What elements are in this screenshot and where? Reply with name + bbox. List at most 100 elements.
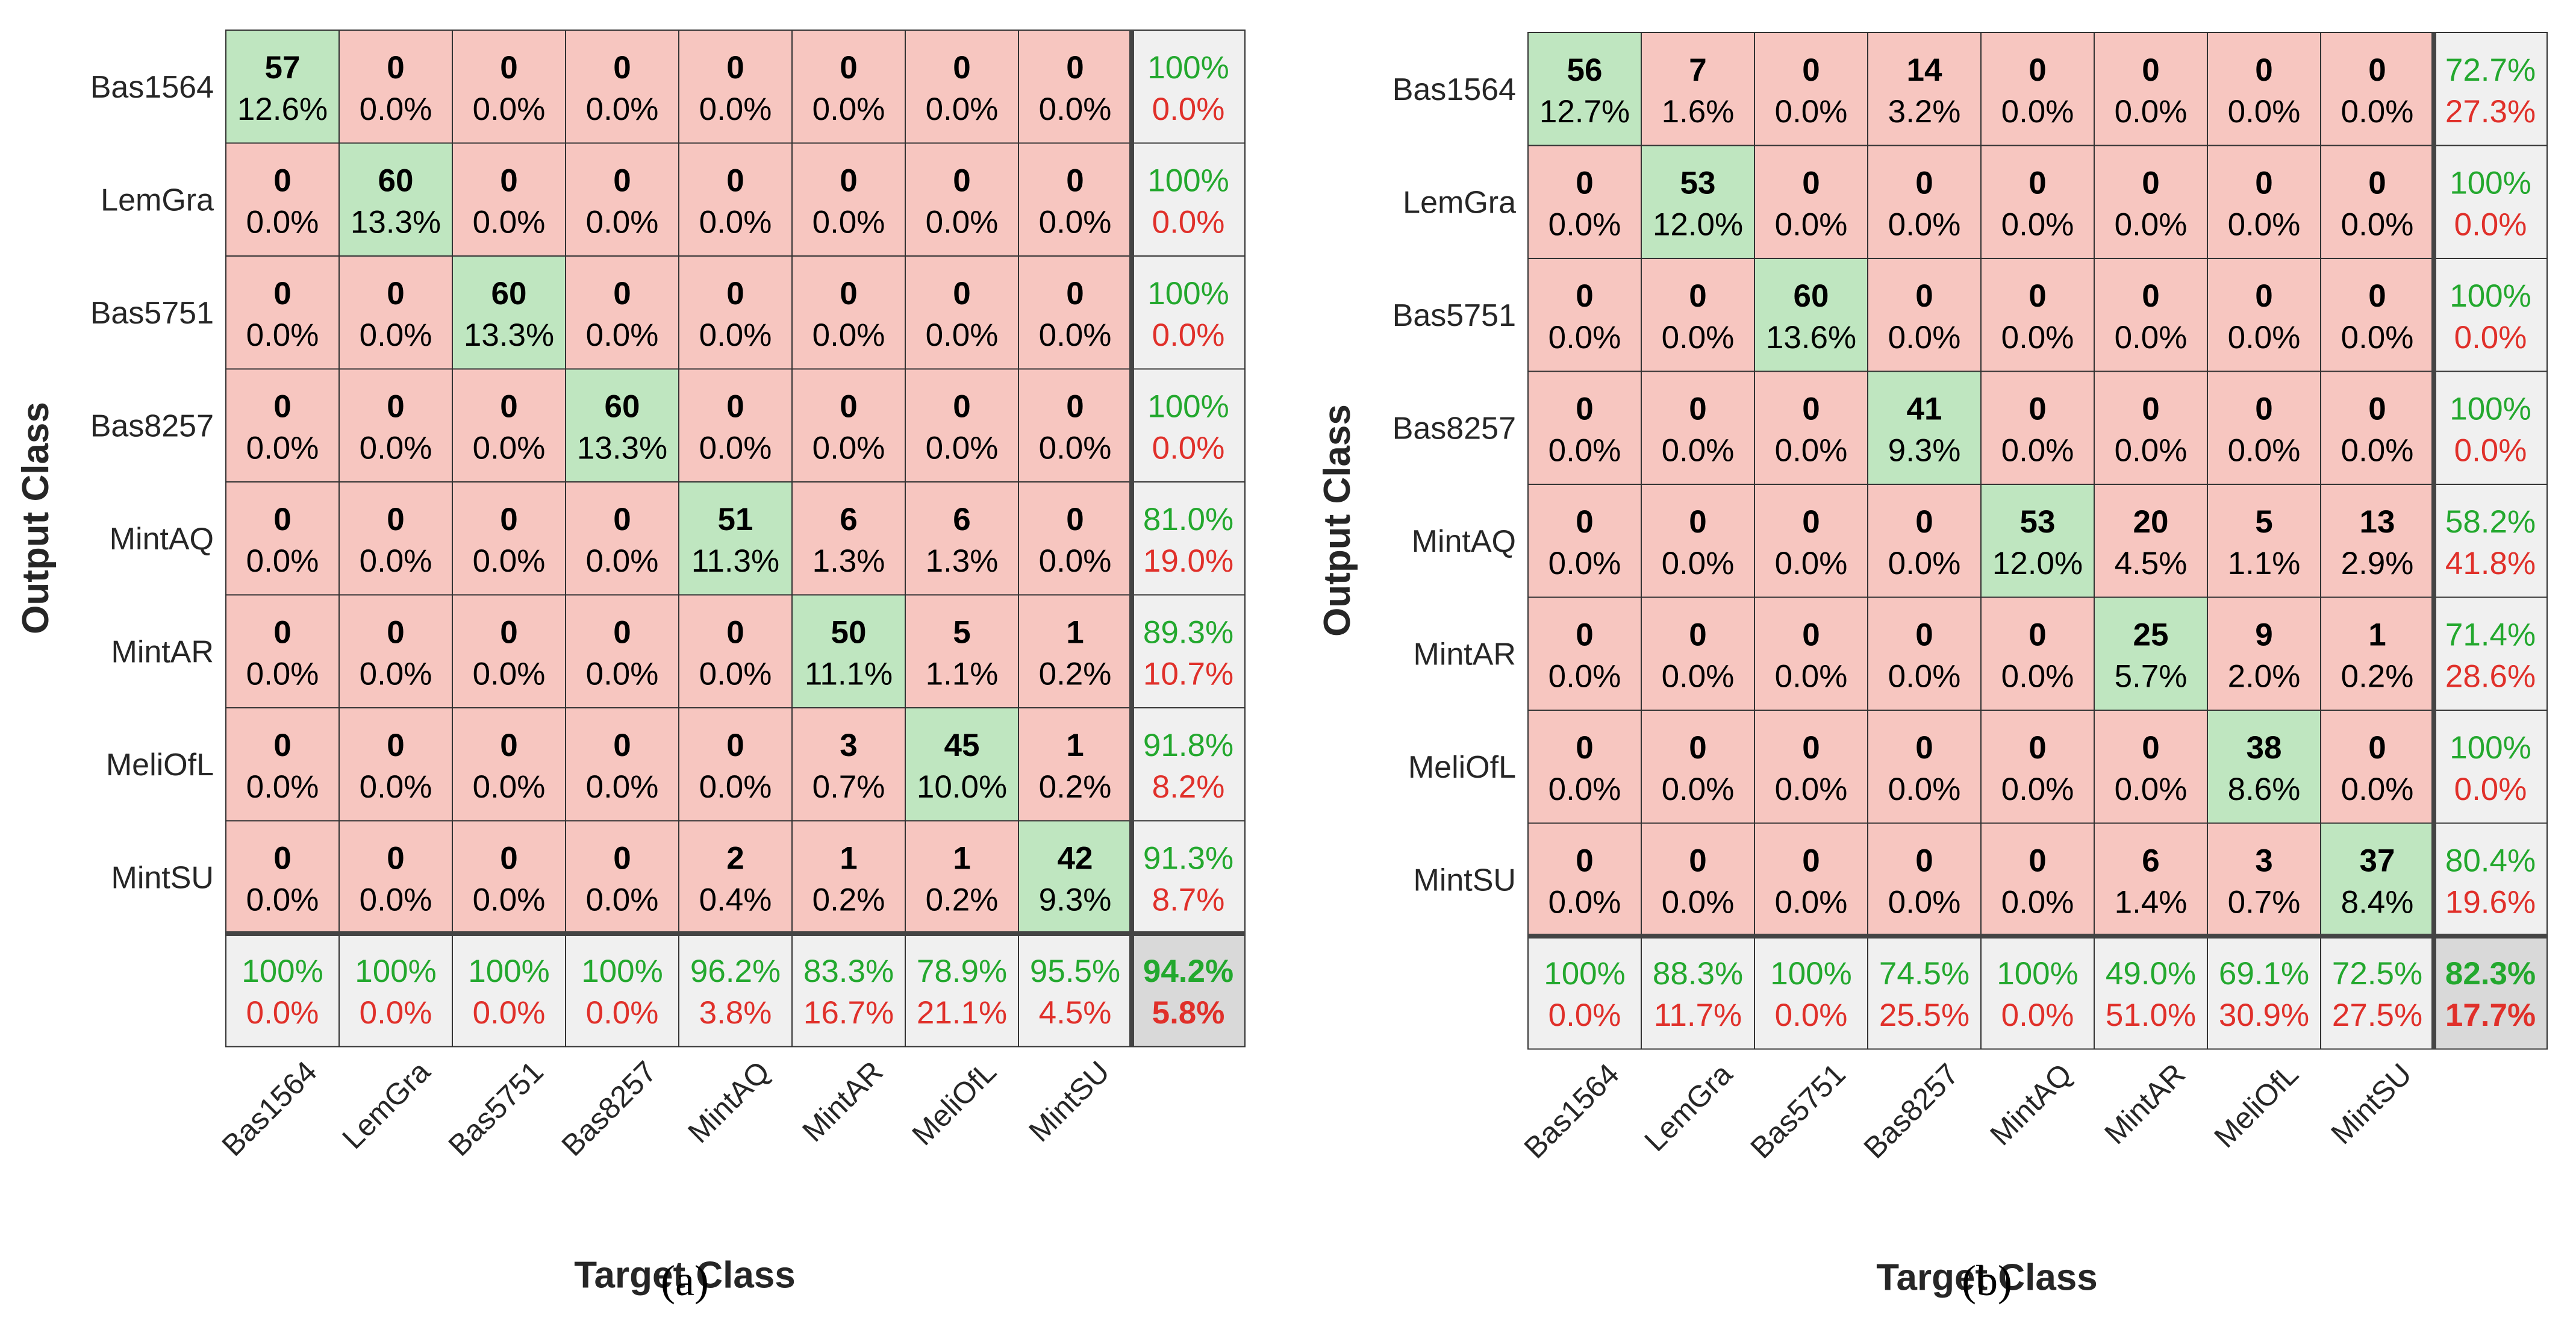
cell-count: 0 (1802, 52, 1820, 88)
matrix-cell-error (452, 30, 566, 144)
cell-percent: 0.0% (2001, 320, 2074, 355)
cell-count: 0 (840, 163, 857, 198)
cell-count: 0 (273, 502, 291, 537)
cell-percent: 0.0% (360, 317, 432, 353)
target-class-label: Bas5751 (442, 1055, 550, 1163)
cell-percent: 0.0% (586, 204, 659, 240)
row-accuracy: 80.4% (2445, 843, 2536, 878)
cell-percent: 0.2% (1039, 769, 1112, 805)
cell-percent: 0.0% (1888, 772, 1961, 807)
matrix-cell-error (565, 255, 679, 370)
matrix-cell-error (452, 594, 566, 708)
cell-count: 0 (2029, 165, 2046, 201)
matrix-cell-error (905, 255, 1019, 370)
cell-count: 9 (2255, 617, 2272, 652)
cell-percent: 0.0% (246, 656, 319, 692)
matrix-cell-error (565, 820, 679, 934)
cell-percent: 1.3% (926, 543, 999, 579)
matrix-cell-error (1754, 370, 1868, 485)
matrix-cell-error (225, 368, 340, 483)
column-accuracy: 49.0% (2106, 956, 2196, 992)
row-accuracy: 100% (2450, 165, 2531, 201)
column-summary-cell (2207, 935, 2321, 1050)
y-axis-title: Output Class (1317, 404, 1358, 637)
cell-percent: 1.1% (2228, 546, 2301, 581)
cell-percent: 0.0% (246, 543, 319, 579)
cell-count: 0 (1066, 50, 1084, 86)
cell-percent: 0.0% (1775, 884, 1848, 920)
matrix-cell-error (452, 142, 566, 257)
cell-percent: 2.9% (2341, 546, 2414, 581)
cell-percent: 0.0% (1662, 546, 1735, 581)
row-error: 8.2% (1152, 769, 1225, 805)
cell-count: 0 (2142, 165, 2159, 201)
cell-count: 0 (953, 276, 970, 311)
cell-percent: 0.0% (699, 317, 772, 353)
cell-percent: 2.0% (2228, 658, 2301, 694)
cell-percent: 0.0% (2115, 320, 2188, 355)
cell-count: 13 (2360, 504, 2395, 540)
cell-percent: 11.3% (691, 543, 779, 579)
matrix-cell-error (565, 142, 679, 257)
cell-percent: 12.0% (1653, 207, 1743, 242)
cell-percent: 0.0% (2001, 433, 2074, 468)
cell-count: 0 (2368, 391, 2386, 426)
cell-percent: 0.2% (2341, 658, 2414, 694)
cell-count: 0 (273, 163, 291, 198)
cell-count: 0 (1066, 276, 1084, 311)
cell-count: 1 (840, 840, 857, 876)
matrix-cell-error (2207, 32, 2321, 146)
cell-count: 0 (273, 276, 291, 311)
matrix-cell-error (1018, 594, 1132, 708)
column-summary-cell (565, 933, 679, 1048)
matrix-cell-error (1754, 145, 1868, 259)
row-summary-cell (2433, 370, 2548, 485)
cell-percent: 0.0% (586, 317, 659, 353)
cell-count: 1 (1066, 728, 1084, 763)
matrix-cell-error (678, 255, 793, 370)
row-error: 0.0% (1152, 317, 1225, 353)
matrix-cell-error (2320, 596, 2434, 711)
cell-percent: 10.0% (917, 769, 1007, 805)
row-summary-cell (1131, 481, 1246, 596)
cell-percent: 0.0% (2115, 94, 2188, 130)
matrix-cell-error (338, 594, 453, 708)
cell-count: 0 (387, 614, 404, 650)
cell-percent: 0.0% (360, 882, 432, 917)
cell-count: 0 (2255, 165, 2272, 201)
row-summary-cell (2433, 822, 2548, 937)
cell-count: 1 (953, 840, 970, 876)
matrix-cell-error (1527, 258, 1642, 372)
overall-error: 17.7% (2445, 998, 2536, 1033)
matrix-cell-error (1867, 484, 1982, 598)
cell-count: 5 (953, 614, 970, 650)
row-error: 0.0% (1152, 92, 1225, 127)
cell-percent: 0.0% (926, 204, 999, 240)
matrix-cell-error (905, 820, 1019, 934)
column-accuracy: 95.5% (1030, 954, 1120, 989)
cell-percent: 0.0% (2228, 207, 2301, 242)
matrix-cell-error (2094, 822, 2208, 937)
cell-percent: 0.2% (926, 882, 999, 917)
cell-count: 0 (726, 614, 744, 650)
cell-count: 0 (953, 50, 970, 86)
matrix-cell-error (338, 481, 453, 596)
cell-percent: 11.1% (805, 656, 893, 692)
cell-percent: 0.0% (2001, 207, 2074, 242)
matrix-cell-error (678, 594, 793, 708)
cell-count: 0 (387, 728, 404, 763)
cell-percent: 0.0% (1548, 884, 1621, 920)
cell-percent: 0.0% (360, 430, 432, 466)
cell-percent: 0.0% (2115, 772, 2188, 807)
cell-count: 50 (831, 614, 867, 650)
output-class-label: Bas5751 (90, 296, 214, 331)
output-class-label: Bas8257 (90, 408, 214, 443)
output-class-label: Bas5751 (1392, 298, 1516, 333)
cell-percent: 0.0% (1775, 433, 1848, 468)
cell-count: 0 (2142, 391, 2159, 426)
row-error: 0.0% (2454, 207, 2527, 242)
cell-count: 60 (491, 276, 527, 311)
cell-percent: 0.0% (1039, 204, 1112, 240)
cell-percent: 0.0% (1662, 772, 1735, 807)
cell-count: 0 (500, 163, 517, 198)
